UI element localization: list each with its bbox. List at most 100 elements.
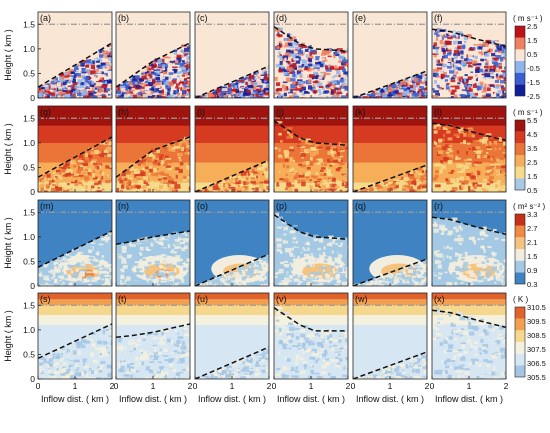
x-tick-label: 0 (36, 381, 41, 391)
y-axis-label: Height ( km ) (3, 217, 13, 269)
boundary-line (274, 26, 348, 53)
y-tick-label: 1.0 (23, 232, 35, 242)
boundary-line (353, 164, 427, 192)
x-axis-label: Inflow dist. ( km ) (198, 394, 266, 404)
panel-k (352, 105, 428, 193)
colorbar-segment (515, 272, 525, 284)
colorbar-tick-label: 4.5 (527, 130, 537, 139)
x-tick-label: 1 (73, 381, 78, 391)
x-tick-label: 1 (467, 381, 472, 391)
panel-u (194, 292, 270, 380)
panel-label: (r) (434, 201, 443, 211)
colorbar-segment (515, 214, 525, 226)
panel-g (37, 105, 113, 193)
panel-field (195, 293, 269, 379)
colorbar-tick-label: -1.5 (527, 78, 540, 87)
colorbar-segment (515, 318, 525, 331)
colorbar-tick-label: 1.5 (527, 36, 537, 45)
x-tick-label: 0 (114, 381, 119, 391)
colorbar-tick-label: 2.1 (527, 238, 537, 247)
panel-label: (j) (276, 107, 284, 117)
panel-field (274, 12, 348, 98)
colorbar-frame (514, 119, 526, 191)
boundary-line (432, 122, 506, 142)
panel-label: (w) (355, 294, 368, 304)
colorbar-tick-label: 1.5 (527, 172, 537, 181)
panel-j (273, 105, 349, 193)
panel-label: (g) (40, 107, 51, 117)
x-tick-label: 1 (151, 381, 156, 391)
panel-field (38, 12, 112, 98)
x-tick-label: 2 (267, 381, 272, 391)
colorbar-segment (515, 61, 525, 73)
panel-field (116, 12, 190, 98)
colorbar-segment (515, 260, 525, 273)
y-tick-label: 0.5 (23, 162, 35, 172)
panel-field (116, 293, 190, 379)
panel-v (273, 292, 349, 380)
panel-s (37, 292, 113, 380)
panel-l (431, 105, 507, 193)
colorbar-segment (515, 131, 525, 144)
panel-label: (e) (355, 13, 366, 23)
boundary-line (38, 136, 112, 178)
colorbar-tick-label: -2.5 (527, 92, 540, 101)
colorbar-segment (515, 166, 525, 179)
panel-label: (q) (355, 201, 366, 211)
x-tick-label: 1 (388, 381, 393, 391)
colorbar-tick-label: 309.5 (527, 317, 546, 326)
panel-b (115, 11, 191, 99)
y-tick-label: 0 (30, 187, 35, 197)
colorbar-tick-label: 0.3 (527, 280, 537, 289)
colorbar-tick-label: 1.5 (527, 252, 537, 261)
colorbar-segment (515, 37, 525, 50)
panel-field (274, 200, 348, 286)
colorbar-unit: ( K ) (513, 295, 528, 304)
panel-field (274, 293, 348, 379)
panel-field (38, 293, 112, 379)
panel-f (431, 11, 507, 99)
panel-label: (s) (40, 294, 51, 304)
panel-x (431, 292, 507, 380)
y-tick-label: 0.5 (23, 256, 35, 266)
colorbar-segment (515, 26, 525, 38)
panel-q (352, 199, 428, 287)
x-tick-label: 2 (346, 381, 351, 391)
panel-n (115, 199, 191, 287)
y-tick-label: 1.5 (23, 19, 35, 29)
x-tick-label: 1 (309, 381, 314, 391)
colorbar-segment (515, 84, 525, 96)
boundary-line (432, 216, 506, 236)
panel-t (115, 292, 191, 380)
y-axis-label: Height ( km ) (3, 123, 13, 175)
x-axis-label: Inflow dist. ( km ) (277, 394, 345, 404)
panel-field (195, 106, 269, 192)
panel-label: (l) (434, 107, 442, 117)
boundary-line (116, 230, 190, 245)
boundary-line (353, 351, 427, 379)
x-axis-label: Inflow dist. ( km ) (356, 394, 424, 404)
panel-label: (p) (276, 201, 287, 211)
panel-field (195, 12, 269, 98)
panel-field (432, 12, 506, 98)
y-tick-label: 1.0 (23, 138, 35, 148)
boundary-line (432, 28, 506, 48)
panel-field (38, 106, 112, 192)
y-tick-label: 0.5 (23, 349, 35, 359)
x-tick-label: 0 (351, 381, 356, 391)
panel-field (353, 106, 427, 192)
colorbar-tick-label: -0.5 (527, 64, 540, 73)
boundary-line (116, 42, 190, 88)
boundary-line (38, 42, 112, 88)
panel-field (274, 106, 348, 192)
y-tick-label: 1.5 (23, 300, 35, 310)
colorbar-segment (515, 342, 525, 354)
panel-label: (m) (40, 201, 54, 211)
boundary-line (274, 307, 348, 332)
colorbar-segment (515, 120, 525, 132)
panel-label: (b) (118, 13, 129, 23)
panel-field (432, 106, 506, 192)
panel-field (38, 200, 112, 286)
colorbar-frame (514, 306, 526, 378)
